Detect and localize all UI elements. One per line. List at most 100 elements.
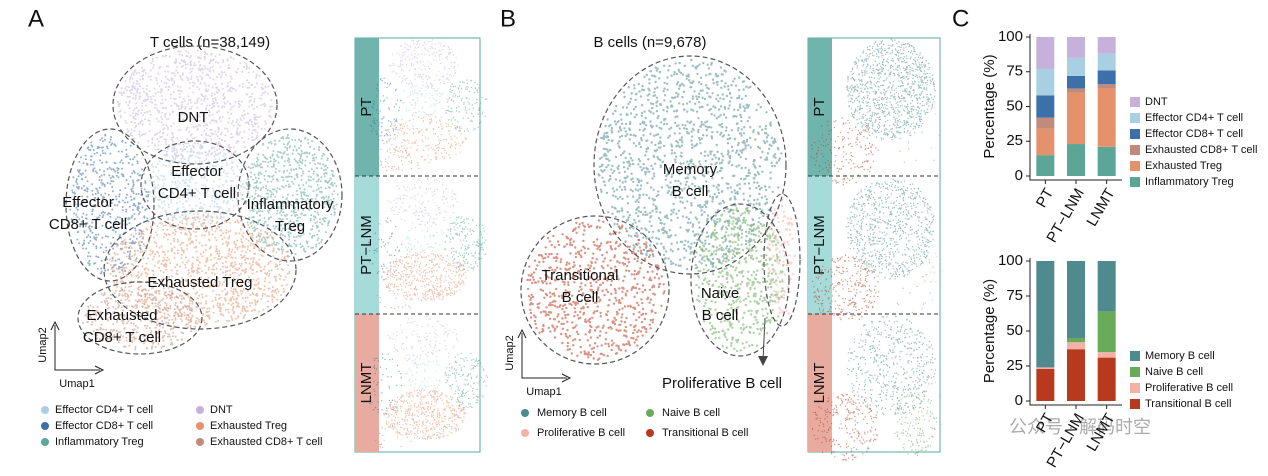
group-label: PT−LNM	[811, 215, 828, 275]
bar-segment	[1036, 155, 1055, 176]
legend-swatch	[1130, 161, 1140, 171]
umap-cloud	[895, 113, 935, 164]
bar-segment	[1067, 144, 1085, 176]
umap-cloud	[400, 358, 446, 395]
bar-segment	[1036, 117, 1055, 129]
legend-swatch	[1130, 383, 1140, 393]
cluster-label: B cell	[702, 307, 739, 324]
legend-swatch	[1130, 399, 1140, 409]
umap-cloud	[444, 352, 488, 409]
y-tick-label: 0	[1015, 167, 1023, 184]
legend-label: Effector CD4+ T cell	[55, 404, 153, 416]
cluster-outline	[103, 210, 297, 330]
legend-label: Transitional B cell	[662, 427, 748, 439]
legend-label: Transitional B cell	[1145, 398, 1231, 410]
umap-cloud	[930, 252, 943, 301]
cluster-label: Memory	[663, 161, 718, 178]
legend-label: Memory B cell	[537, 407, 607, 419]
y-tick-label: 75	[1006, 287, 1023, 304]
watermark: 公众号 · 解码时空	[1009, 417, 1151, 437]
legend-swatch	[1130, 97, 1140, 107]
umap-cloud	[896, 250, 934, 314]
axis-line	[1029, 34, 1122, 181]
cluster-label: Treg	[275, 218, 305, 235]
cluster-outline	[77, 281, 203, 355]
umap-cloud	[116, 49, 274, 161]
bar-segment	[1067, 349, 1085, 401]
bar-segment	[1067, 88, 1085, 93]
bar-segment	[1067, 57, 1085, 76]
umap-cloud	[382, 389, 467, 440]
bar-segment	[1036, 68, 1055, 96]
legend-label: Exhausted CD8+ T cell	[1145, 144, 1257, 156]
y-tick-label: 100	[998, 252, 1023, 269]
cluster-outline	[112, 45, 278, 165]
y-tick-label: 25	[1006, 357, 1023, 374]
legend-label: Naive B cell	[662, 407, 720, 419]
cluster-label: Transitional	[542, 267, 619, 284]
bar-segment	[1097, 53, 1116, 71]
y-tick-label: 25	[1006, 132, 1023, 149]
legend-swatch	[1130, 351, 1140, 361]
bar-segment	[1097, 84, 1116, 89]
umap-cloud	[894, 387, 938, 457]
bar-segment	[1097, 261, 1116, 312]
umap-cloud	[694, 207, 785, 353]
legend-dot	[196, 438, 204, 446]
group-strip	[355, 314, 379, 452]
cluster-outline	[237, 128, 343, 262]
bar-segment	[1036, 37, 1055, 69]
legend-label: Inflammatory Treg	[55, 436, 144, 448]
legend-label: DNT	[1145, 96, 1168, 108]
umap-cloud	[845, 178, 935, 280]
umap-cloud	[81, 285, 199, 351]
cluster-label: CD8+ T cell	[49, 216, 127, 233]
cluster-label: Naive	[701, 285, 739, 302]
bar-segment	[1097, 70, 1116, 85]
umap-cloud	[846, 38, 936, 141]
legend-dot	[521, 409, 529, 417]
legend-label: Naive B cell	[1145, 366, 1203, 378]
umap-cloud	[846, 315, 937, 416]
umap-cloud	[930, 106, 940, 149]
cluster-label: Proliferative B cell	[662, 375, 782, 392]
umap-label: Umap2	[37, 327, 49, 362]
bar-segment	[1097, 88, 1116, 147]
legend-label: Exhausted Treg	[210, 420, 287, 432]
umap-cloud	[767, 198, 796, 315]
cluster-outline	[65, 128, 155, 282]
legend-dot	[196, 422, 204, 430]
arrow	[762, 317, 766, 361]
legend-swatch	[1130, 177, 1140, 187]
umap-axis	[517, 328, 572, 383]
umap-label: Umap1	[526, 386, 561, 398]
umap-cloud	[144, 144, 246, 226]
umap-cloud	[69, 133, 150, 277]
arrow-head	[758, 356, 768, 366]
umap-cloud	[404, 220, 445, 257]
legend-dot	[646, 429, 654, 437]
cluster-outline	[520, 215, 670, 365]
umap-cloud	[445, 79, 488, 133]
umap-label: Umap2	[504, 335, 516, 370]
cluster-label: Effector	[171, 163, 222, 180]
umap-cloud	[402, 81, 444, 118]
y-tick-label: 50	[1006, 322, 1023, 339]
umap-cloud	[444, 216, 487, 272]
cluster-label: Exhausted Treg	[147, 274, 252, 291]
legend-label: Effector CD4+ T cell	[1145, 112, 1243, 124]
bar-segment	[1097, 37, 1116, 54]
panel-title: B cells (n=9,678)	[594, 34, 707, 51]
legend-dot	[646, 409, 654, 417]
bar-segment	[1067, 261, 1085, 338]
x-tick-label: PT	[1033, 185, 1057, 210]
legend-label: DNT	[210, 404, 233, 416]
cluster-outline	[763, 193, 801, 327]
panel-letter: B	[500, 5, 516, 32]
legend-label: Memory B cell	[1145, 350, 1215, 362]
axis-line	[1029, 258, 1122, 406]
y-tick-label: 100	[998, 28, 1023, 45]
bar-segment	[1067, 92, 1085, 145]
legend-swatch	[1130, 113, 1140, 123]
